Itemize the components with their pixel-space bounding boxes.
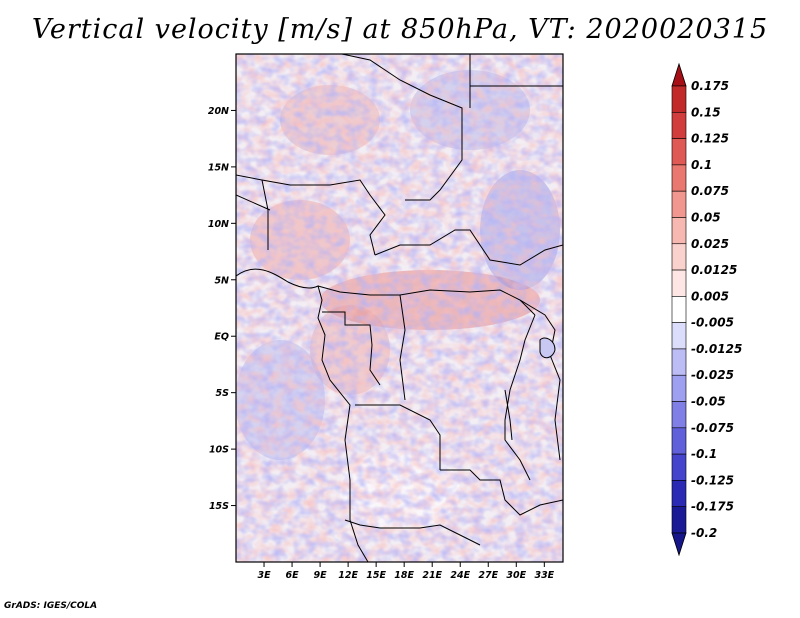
colorbar-label: 0.1: [691, 158, 712, 172]
lon-tick-label: 9E: [314, 570, 328, 581]
lon-tick-label: 6E: [286, 570, 300, 581]
page-title: Vertical velocity [m/s] at 850hPa, VT: 2…: [31, 14, 769, 45]
colorbar-label: 0.125: [691, 132, 729, 146]
colorbar-label: -0.025: [691, 368, 734, 382]
colorbar-swatch: [671, 348, 687, 376]
colorbar-swatch: [671, 217, 687, 245]
lon-tick-label: 12E: [338, 570, 358, 581]
lat-tick-label: 15N: [208, 162, 229, 173]
colorbar-swatch: [671, 401, 687, 429]
colorbar-swatch: [671, 138, 687, 166]
colorbar-swatch: [671, 269, 687, 297]
colorbar-label: -0.175: [691, 500, 734, 514]
colorbar-label: -0.1: [691, 447, 717, 461]
lat-tick-label: 5S: [216, 388, 230, 399]
colorbar-swatch: [671, 111, 687, 139]
lat-tick-label: EQ: [214, 332, 229, 343]
colorbar-swatch: [671, 453, 687, 481]
lon-tick-label: 30E: [506, 570, 526, 581]
colorbar-label: 0.005: [691, 289, 729, 303]
colorbar-label: -0.005: [691, 316, 734, 330]
lon-tick-label: 15E: [366, 570, 386, 581]
colorbar-swatch: [671, 322, 687, 350]
lat-tick-label: 10S: [209, 445, 229, 456]
colorbar-swatch: [671, 506, 687, 534]
colorbar-swatch: [671, 296, 687, 323]
colorbar-swatch: [671, 243, 687, 271]
longitude-axis: 3E 6E 9E 12E 15E 18E 21E 24E 27E 30E 33E: [257, 562, 555, 581]
country-boundaries: [236, 54, 563, 562]
lon-tick-label: 33E: [534, 570, 554, 581]
colorbar-label: 0.15: [691, 105, 721, 119]
lon-tick-label: 3E: [257, 570, 271, 581]
colorbar-swatch: [671, 164, 687, 192]
colorbar-label: -0.2: [691, 526, 717, 540]
lat-tick-label: 15S: [209, 501, 229, 512]
vertical-velocity-field: [236, 54, 563, 562]
lon-tick-label: 18E: [394, 570, 414, 581]
colorbar-label: 0.075: [691, 184, 729, 198]
lon-tick-label: 21E: [422, 570, 442, 581]
colorbar: 0.175 0.15 0.125 0.1 0.075 0.05 0.025 0.0125 0.0…: [671, 62, 742, 557]
latitude-axis: 20N 15N 10N 5N EQ 5S 10S 15S: [208, 106, 236, 512]
colorbar-swatch: [671, 427, 687, 455]
colorbar-swatch: [671, 374, 687, 402]
colorbar-swatch: [671, 190, 687, 218]
colorbar-label: -0.075: [691, 421, 734, 435]
credit-text: GrADS: IGES/COLA: [4, 601, 98, 611]
colorbar-label: -0.0125: [691, 342, 742, 356]
colorbar-top-arrow: [671, 62, 687, 87]
colorbar-label: 0.025: [691, 237, 729, 251]
colorbar-label: 0.0125: [691, 263, 737, 277]
colorbar-label: -0.05: [691, 395, 726, 409]
lat-tick-label: 20N: [208, 106, 229, 117]
lat-tick-label: 10N: [208, 219, 229, 230]
colorbar-label: 0.05: [691, 210, 721, 224]
colorbar-label: -0.125: [691, 473, 734, 487]
colorbar-label: 0.175: [691, 79, 729, 93]
lon-tick-label: 27E: [478, 570, 498, 581]
lat-tick-label: 5N: [214, 275, 229, 286]
lon-tick-label: 24E: [450, 570, 470, 581]
colorbar-swatch: [671, 480, 687, 508]
map-frame: [235, 53, 564, 563]
colorbar-bottom-arrow: [671, 532, 687, 557]
colorbar-swatch: [671, 85, 687, 113]
